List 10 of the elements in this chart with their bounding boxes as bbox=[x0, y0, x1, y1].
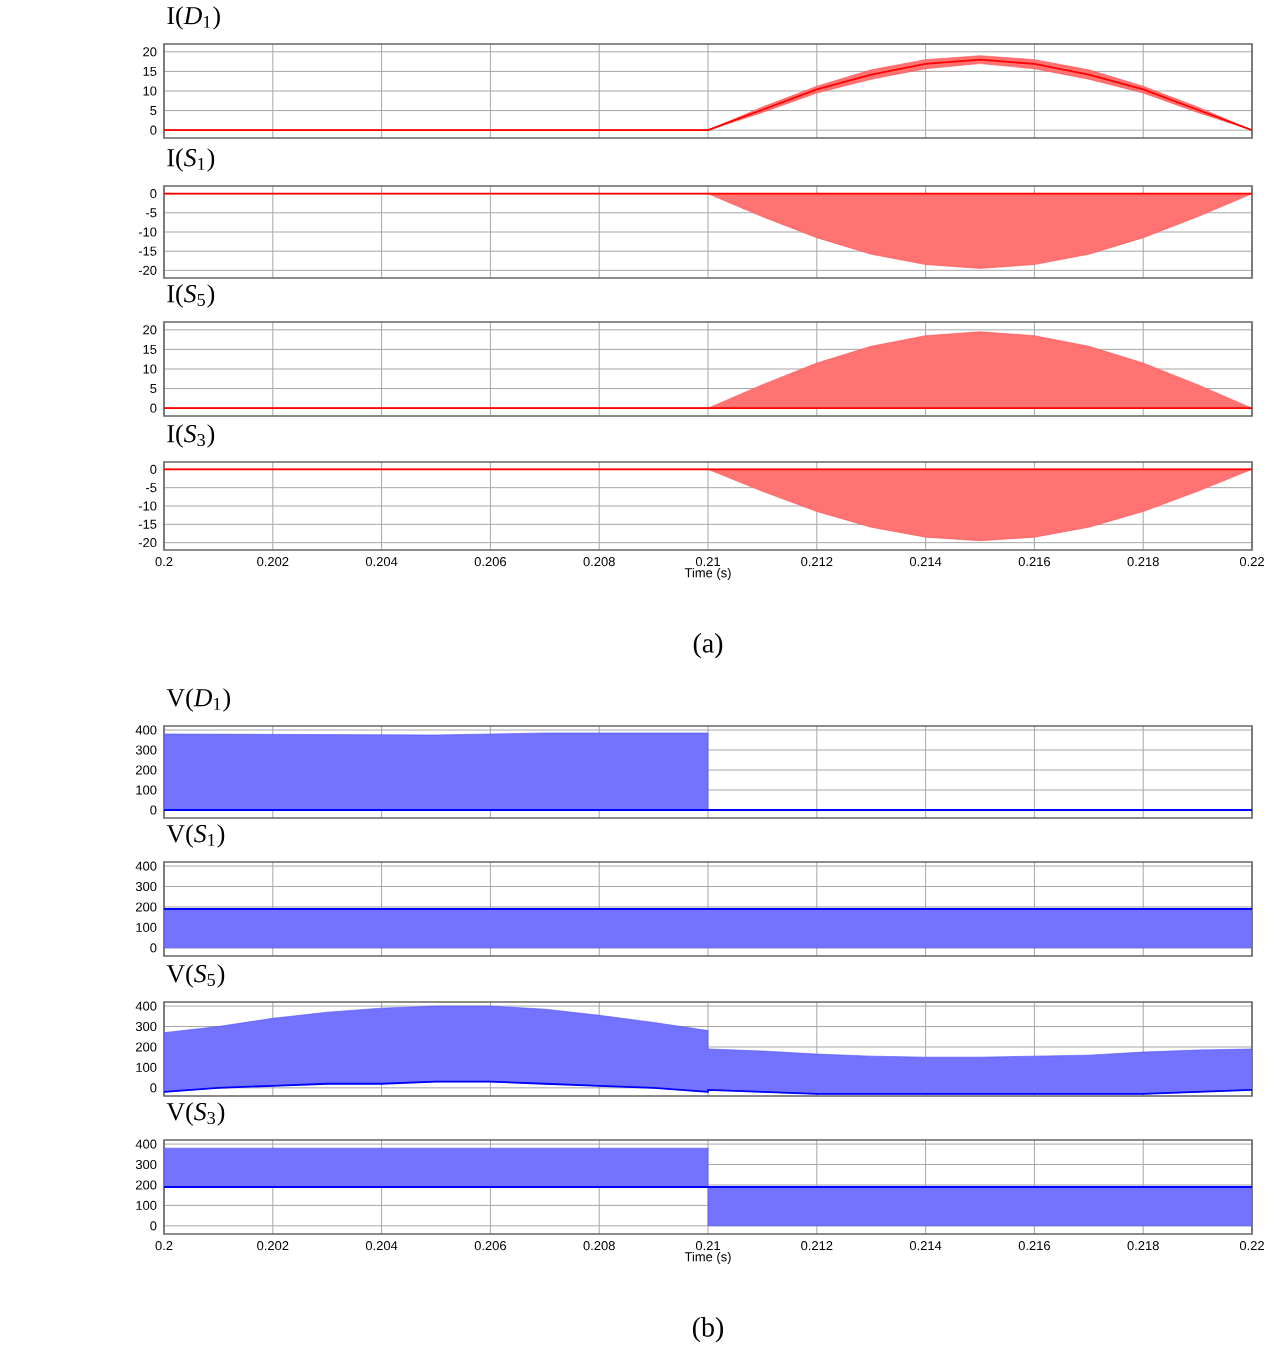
chart-title: I(S$_{5}$) bbox=[167, 284, 215, 308]
chart-title: V(D$_{1}$) bbox=[166, 688, 230, 712]
chart-title: V(S$_{5}$) bbox=[166, 964, 225, 988]
chart-title: V(S$_{1}$) bbox=[166, 824, 225, 848]
chart-title: V(S$_{3}$) bbox=[166, 1102, 225, 1126]
chart-title: I(S$_{1}$) bbox=[167, 148, 215, 172]
chart-title: I(D$_{1}$) bbox=[167, 6, 220, 30]
text: (a) bbox=[693, 633, 723, 659]
text: (b) bbox=[692, 1317, 724, 1343]
chart-title: I(S$_{3}$) bbox=[167, 424, 215, 448]
